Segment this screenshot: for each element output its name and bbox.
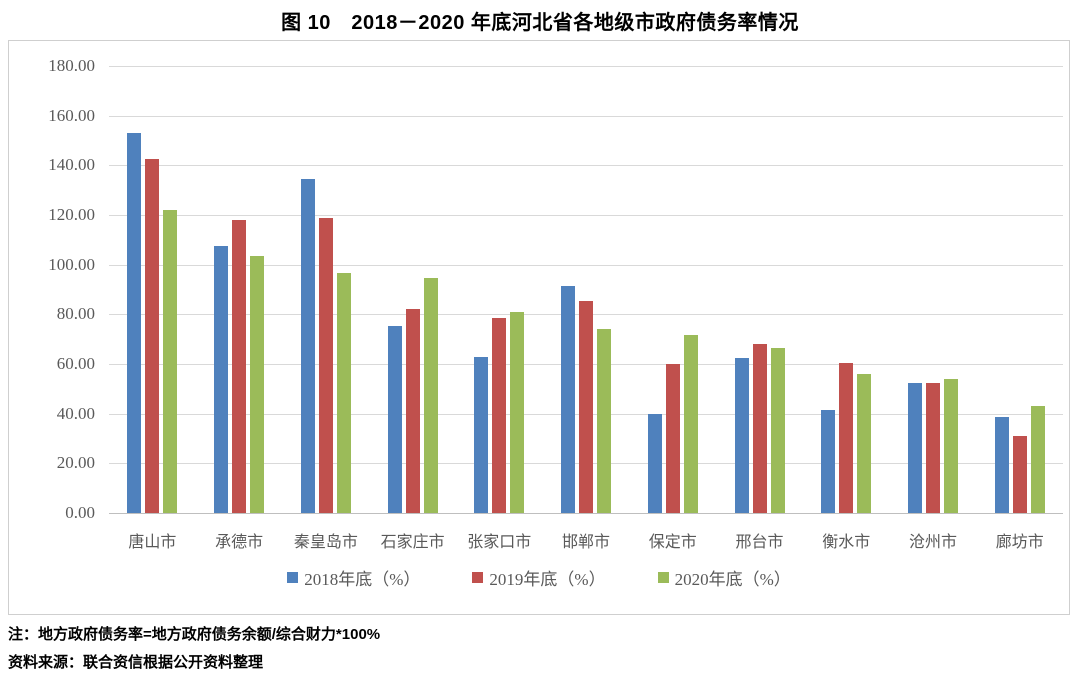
bar — [907, 382, 922, 513]
bar-group — [890, 66, 977, 513]
legend-swatch-icon — [287, 572, 299, 583]
bar — [647, 413, 662, 513]
bar — [597, 329, 612, 513]
bar — [250, 256, 265, 513]
bar — [943, 378, 958, 513]
bar — [423, 278, 438, 513]
bar — [1012, 436, 1027, 513]
bar — [214, 246, 229, 513]
bar — [474, 356, 489, 513]
chart-source: 资料来源：联合资信根据公开资料整理 — [8, 654, 264, 671]
y-tick-label: 40.00 — [56, 403, 95, 423]
bar — [857, 373, 872, 513]
x-tick-label: 沧州市 — [908, 534, 957, 551]
y-tick-label: 100.00 — [48, 254, 95, 274]
bar — [127, 133, 142, 513]
gridline — [109, 215, 1063, 216]
bar — [561, 285, 576, 513]
x-tick-label: 承德市 — [215, 534, 264, 551]
bar-group — [456, 66, 543, 513]
bar — [300, 179, 315, 513]
bar — [734, 357, 749, 513]
bar-group — [629, 66, 716, 513]
bar-group — [369, 66, 456, 513]
x-tick-label: 邯郸市 — [562, 534, 611, 551]
bar — [752, 344, 767, 513]
x-tick-label: 秦皇岛市 — [293, 534, 358, 551]
bar — [1030, 406, 1045, 513]
bar-group — [196, 66, 283, 513]
bar — [994, 417, 1009, 513]
bar-group — [543, 66, 630, 513]
x-tick-label: 邢台市 — [735, 534, 784, 551]
x-tick-label: 廊坊市 — [995, 534, 1044, 551]
x-tick-label: 张家口市 — [467, 534, 532, 551]
y-tick-label: 160.00 — [48, 105, 95, 125]
bar — [925, 382, 940, 513]
y-tick-label: 60.00 — [56, 354, 95, 373]
plot-area — [109, 66, 1063, 513]
y-tick-label: 80.00 — [56, 304, 95, 324]
y-tick-label: 0.00 — [65, 503, 95, 522]
bar — [821, 409, 836, 513]
bar — [492, 318, 507, 513]
bar — [510, 311, 525, 513]
bar — [770, 347, 785, 513]
x-tick-label: 唐山市 — [128, 534, 177, 551]
bar-group — [716, 66, 803, 513]
x-tick-label: 石家庄市 — [380, 534, 445, 551]
bar-group — [803, 66, 890, 513]
x-axis-line — [109, 513, 1063, 514]
legend-item: 2019年底（%） — [472, 565, 606, 590]
gridline — [109, 165, 1063, 167]
bar-group — [976, 66, 1063, 513]
figure-title: 图 10 2018－2020 年底河北省各地级市政府债务率情况 — [281, 12, 799, 34]
x-tick-label: 保定市 — [648, 534, 697, 551]
x-tick-label: 衡水市 — [822, 534, 871, 551]
bar — [163, 210, 178, 513]
bar — [232, 220, 247, 513]
legend-label: 2018年底（%） — [304, 570, 421, 589]
bar — [318, 217, 333, 513]
bar — [145, 159, 160, 513]
bar — [336, 273, 351, 513]
chart-note: 注：地方政府债务率=地方政府债务余额/综合财力*100% — [8, 626, 381, 643]
gridline — [109, 115, 1063, 117]
bar — [387, 325, 402, 513]
y-tick-label: 120.00 — [48, 205, 95, 224]
gridline — [109, 66, 1063, 67]
x-axis: 唐山市 承德市 秦皇岛市 石家庄市 张家口市 邯郸市 保定市 邢台市 衡水市 沧州市 廊坊市 — [109, 528, 1063, 552]
bar — [683, 335, 698, 513]
legend-label: 2019年底（%） — [489, 570, 606, 589]
bar-group — [109, 66, 196, 513]
legend: 2018年底（%） 2019年底（%） 2020年底（%） — [9, 565, 1069, 590]
bar-group — [282, 66, 369, 513]
bar — [405, 309, 420, 513]
bar — [839, 362, 854, 513]
y-tick-label: 140.00 — [48, 155, 95, 175]
gridline — [109, 264, 1063, 266]
legend-swatch-icon — [657, 572, 669, 583]
legend-item: 2020年底（%） — [657, 565, 791, 590]
bar — [665, 364, 680, 513]
y-tick-label: 20.00 — [56, 453, 95, 473]
bar — [579, 300, 594, 513]
y-tick-label: 180.00 — [48, 56, 95, 75]
legend-label: 2020年底（%） — [674, 570, 791, 589]
legend-swatch-icon — [472, 572, 484, 583]
chart-area: 180.00 160.00 140.00 120.00 100.00 80.00 60.00… — [8, 40, 1070, 615]
legend-item: 2018年底（%） — [287, 565, 420, 590]
